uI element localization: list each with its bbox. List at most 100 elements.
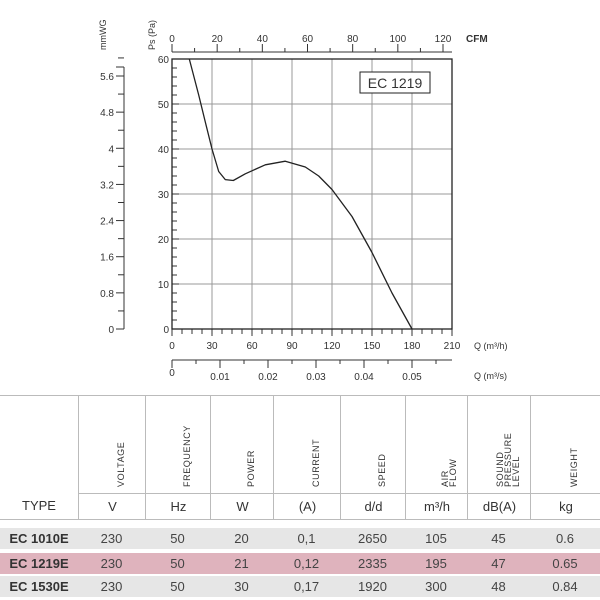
mmwg-tick-label: 1.6: [100, 253, 114, 264]
cell-value: 105: [425, 531, 447, 546]
m3s-tick-label: 0.03: [306, 372, 326, 383]
column-header: SPEED d/d: [340, 396, 406, 519]
cfm-tick-label: 100: [389, 34, 406, 45]
column-header: CURRENT (A): [273, 396, 341, 519]
table-row-highlighted: EC 1219E 230 50 21 0,12 2335 195 47 0.65: [0, 553, 600, 574]
cell-value: 2335: [358, 556, 387, 571]
m3s-tick-label: 0.01: [210, 372, 230, 383]
cell-type: EC 1010E: [9, 531, 69, 546]
column-header: WEIGHT kg: [530, 396, 600, 519]
column-unit: Hz: [146, 493, 211, 520]
mmwg-tick-label: 3.2: [100, 180, 114, 191]
cell-value: 20: [234, 531, 249, 546]
column-unit: kg: [531, 493, 600, 520]
column-unit: V: [79, 493, 146, 520]
series-line-ec-1219: [188, 58, 413, 330]
cell-value: 0.65: [552, 556, 578, 571]
column-header: AIR FLOW m³/h: [405, 396, 468, 519]
cfm-tick-label: 80: [347, 34, 359, 45]
mmwg-tick-label: 4.8: [100, 108, 114, 119]
cell-value: 0.6: [555, 531, 575, 546]
cell-value: 45: [491, 531, 506, 546]
column-header: VOLTAGE V: [78, 396, 146, 519]
y-tick-label: 60: [158, 55, 170, 66]
mmwg-axis-title: mmWG: [98, 20, 108, 51]
mmwg-tick-label: 0.8: [100, 289, 114, 300]
cfm-tick-label: 120: [435, 34, 452, 45]
cell-value: 1920: [358, 579, 387, 594]
cfm-tick-label: 60: [302, 34, 314, 45]
cell-value: 21: [234, 556, 249, 571]
cell-value: 0,12: [293, 556, 320, 571]
table-row: EC 1530E 230 50 30 0,17 1920 300 48 0.84: [0, 576, 600, 597]
x-tick-label: 210: [444, 341, 461, 352]
model-label: EC 1219: [368, 75, 423, 91]
column-unit: d/d: [341, 493, 406, 520]
column-label: CURRENT: [310, 438, 321, 487]
column-label: AIR FLOW: [440, 458, 458, 487]
m3s-tick-label: 0.02: [258, 372, 278, 383]
cfm-tick-label: 40: [257, 34, 269, 45]
cell-value: 195: [425, 556, 447, 571]
column-unit: (A): [274, 493, 341, 520]
m3s-tick-label: 0.04: [354, 372, 374, 383]
cfm-tick-label: 20: [212, 34, 224, 45]
y-tick-label: 10: [158, 280, 170, 291]
mmwg-tick-label: 2.4: [100, 217, 114, 228]
cell-value: 50: [170, 579, 185, 594]
cell-value: 2650: [358, 531, 387, 546]
cell-value: 47: [491, 556, 506, 571]
x-axis-title: Q (m³/h): [474, 341, 508, 351]
column-unit: dB(A): [468, 493, 531, 520]
mmwg-tick-label: 5.6: [100, 72, 114, 83]
table-row: EC 1010E 230 50 20 0,1 2650 105 45 0.6: [0, 528, 600, 549]
column-label: FREQUENCY: [181, 425, 192, 487]
m3s-tick-label: 0: [169, 368, 175, 379]
type-header: TYPE: [22, 498, 56, 513]
x-tick-label: 0: [169, 341, 175, 352]
x-tick-label: 60: [246, 341, 258, 352]
m3s-tick-label: 0.05: [402, 372, 422, 383]
cell-value: 30: [234, 579, 249, 594]
plot-frame: [171, 58, 453, 330]
mmwg-tick-label: 0: [108, 325, 114, 336]
cell-value: 230: [100, 579, 123, 594]
cell-value: 0,1: [297, 531, 316, 546]
x-tick-label: 180: [404, 341, 421, 352]
y-tick-label: 20: [158, 235, 170, 246]
x-tick-label: 90: [286, 341, 298, 352]
x-tick-label: 150: [364, 341, 381, 352]
cell-value: 0.84: [552, 579, 578, 594]
cell-value: 230: [100, 531, 123, 546]
x2-axis-title: Q (m³/s): [474, 371, 507, 381]
y-tick-label: 30: [158, 190, 170, 201]
column-header: SOUND PRESSURE LEVEL dB(A): [467, 396, 531, 519]
x-tick-label: 120: [324, 341, 341, 352]
y-axis-title: Ps (Pa): [147, 20, 157, 50]
cell-value: 0,17: [293, 579, 320, 594]
column-header: FREQUENCY Hz: [145, 396, 211, 519]
y-tick-label: 0: [163, 325, 169, 336]
cell-value: 50: [170, 556, 185, 571]
column-unit: m³/h: [406, 493, 468, 520]
y-tick-label: 40: [158, 145, 170, 156]
column-label: POWER: [245, 449, 256, 487]
mmwg-tick-label: 4: [108, 144, 114, 155]
cell-value: 48: [491, 579, 506, 594]
table-header: TYPE VOLTAGE V FREQUENCY Hz POWER W CURRENT (A)…: [0, 395, 600, 520]
column-label: SOUND PRESSURE LEVEL: [494, 432, 521, 487]
y-tick-label: 50: [158, 100, 170, 111]
model-label-box: [359, 71, 431, 94]
cfm-tick-label: 0: [169, 34, 175, 45]
cell-type: EC 1530E: [9, 579, 69, 594]
cell-value: 300: [425, 579, 447, 594]
cell-value: 50: [170, 531, 185, 546]
column-label: VOLTAGE: [115, 441, 126, 487]
column-header: POWER W: [210, 396, 274, 519]
column-label: SPEED: [376, 453, 387, 487]
cfm-axis-title: CFM: [466, 34, 488, 45]
column-label: WEIGHT: [569, 447, 579, 487]
x-tick-label: 30: [206, 341, 218, 352]
cell-type: EC 1219E: [9, 556, 69, 571]
